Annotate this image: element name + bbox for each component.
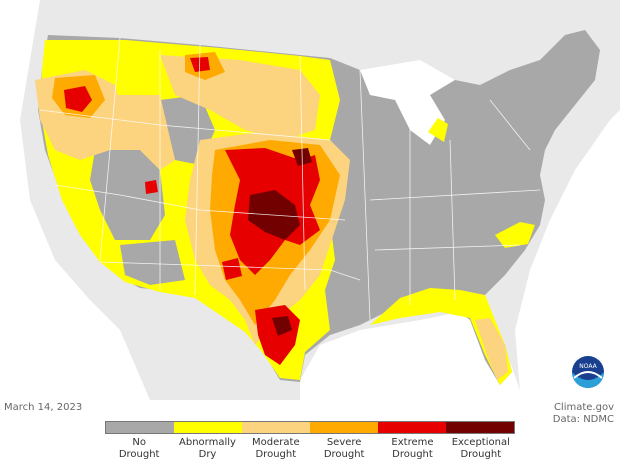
no-drought-southwest [120,240,185,285]
drought-extreme-panhandle [222,258,242,280]
source-data: Data: NDMC [552,414,614,425]
legend-swatch-severe-drought [310,422,378,433]
legend: No Drought Abnormally Dry Moderate Drought … [105,421,515,461]
legend-swatch-exceptional-drought [446,422,514,433]
drought-map: NOAA [0,0,620,400]
noaa-logo-text: NOAA [579,363,597,370]
drought-moderate-florida [475,318,508,380]
drought-exceptional-texas [272,316,292,336]
legend-label-abnormally-dry: Abnormally Dry [179,437,236,460]
legend-label-exceptional-drought: Exceptional Drought [451,437,510,460]
legend-label-moderate-drought: Moderate Drought [252,437,300,460]
drought-extreme-oregon [64,86,92,112]
source-credit: Climate.gov Data: NDMC [553,402,614,426]
legend-swatch-abnormally-dry [174,422,242,433]
state-borders [39,37,541,321]
drought-extreme-nevada [145,180,158,194]
noaa-logo: NOAA [572,356,604,388]
drought-abnormally-dry-carolina [495,222,535,248]
drought-abnormally-dry-michigan [428,118,448,142]
legend-labels: No Drought Abnormally Dry Moderate Drought … [105,437,515,461]
drought-moderate-west-interior [100,95,175,170]
legend-color-bar [105,421,515,434]
drought-abnormally-dry-southeast [370,288,512,385]
no-drought-great-basin [90,150,165,240]
legend-label-no-drought: No Drought [118,437,160,460]
legend-swatch-moderate-drought [242,422,310,433]
great-lakes [360,60,455,145]
legend-swatch-no-drought [106,422,174,433]
pacific-ocean [0,0,150,400]
map-date: March 14, 2023 [4,402,83,413]
atlantic-ocean [515,110,620,400]
legend-label-severe-drought: Severe Drought [323,437,365,460]
legend-label-extreme-drought: Extreme Drought [391,437,434,460]
legend-swatch-extreme-drought [378,422,446,433]
source-site: Climate.gov [553,402,614,413]
